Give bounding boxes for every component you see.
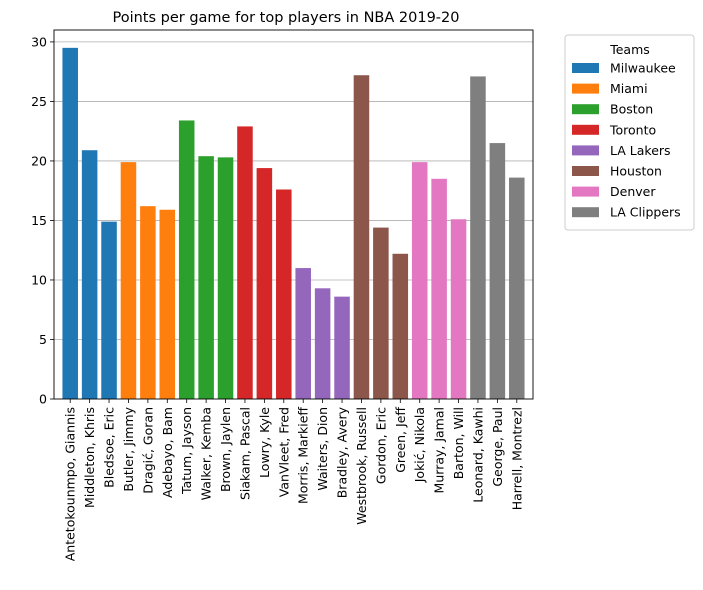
bar <box>101 221 117 399</box>
y-tick-label: 20 <box>31 153 47 168</box>
x-axis: Antetokounmpo, Giannis Middleton, Khris Bl… <box>63 399 524 561</box>
bar <box>178 120 195 400</box>
bar <box>431 178 447 399</box>
bar <box>489 143 506 399</box>
bar <box>411 162 428 399</box>
x-tick-label: Middleton, Khris <box>82 407 97 508</box>
x-tick-label: Murray, Jamal <box>432 407 447 493</box>
x-tick-label: Butler, Jimmy <box>121 406 136 491</box>
bar <box>198 156 214 399</box>
bar <box>217 157 234 399</box>
legend: Teams Milwaukee Miami Boston Toronto LA Lake… <box>564 34 695 231</box>
legend-label: Miami <box>610 81 648 96</box>
x-tick-label: Lowry, Kyle <box>257 407 272 478</box>
bars <box>62 47 525 400</box>
legend-label: Denver <box>610 184 656 199</box>
legend-swatch <box>572 207 599 218</box>
x-tick-label: Waiters, Dion <box>315 407 330 491</box>
legend-label: LA Lakers <box>610 143 671 158</box>
bar <box>314 288 331 399</box>
bar <box>62 47 78 400</box>
x-tick-label: Dragić, Goran <box>140 407 155 494</box>
legend-title: Teams <box>609 42 650 57</box>
bar <box>353 75 370 399</box>
legend-swatch <box>572 145 599 156</box>
bar <box>392 253 409 399</box>
legend-label: Boston <box>610 102 653 117</box>
x-tick-label: Bradley, Avery <box>335 406 350 498</box>
x-tick-label: Brown, Jaylen <box>218 407 233 492</box>
bar <box>373 227 389 399</box>
bar <box>295 268 311 399</box>
legend-swatch <box>572 124 599 135</box>
y-tick-label: 5 <box>39 332 47 347</box>
y-tick-label: 30 <box>31 34 47 49</box>
y-tick-label: 0 <box>39 392 47 407</box>
x-tick-label: Tatum, Jayson <box>179 407 194 495</box>
legend-label: Toronto <box>609 122 656 137</box>
legend-label: Houston <box>610 164 662 179</box>
y-axis: 0 5 10 15 20 25 30 <box>31 34 54 407</box>
x-tick-label: VanVleet, Fred <box>276 407 291 497</box>
bar <box>470 76 486 399</box>
legend-label: Milwaukee <box>610 61 676 76</box>
bar <box>140 206 156 399</box>
legend-swatch <box>572 186 599 197</box>
chart-title: Points per game for top players in NBA 2… <box>112 10 459 26</box>
bar <box>81 150 98 399</box>
x-tick-label: Green, Jeff <box>393 407 408 473</box>
x-tick-label: Jokić, Nikola <box>412 407 427 483</box>
legend-items: Milwaukee Miami Boston Toronto LA Lakers Hous… <box>572 61 681 220</box>
bar <box>159 209 176 399</box>
bar <box>120 162 137 399</box>
x-tick-label: George, Paul <box>490 407 505 487</box>
x-tick-label: Barton, Will <box>451 407 466 479</box>
y-tick-label: 10 <box>31 272 47 287</box>
x-tick-label: Antetokounmpo, Giannis <box>63 407 78 561</box>
x-tick-label: Adebayo, Bam <box>160 407 175 498</box>
x-tick-label: Harrell, Montrezl <box>509 407 524 510</box>
x-tick-label: Leonard, Kawhi <box>470 407 485 503</box>
legend-swatch <box>572 166 599 176</box>
bar <box>237 126 253 399</box>
x-tick-label: Bledsoe, Eric <box>102 407 117 488</box>
legend-swatch <box>572 63 599 73</box>
plot-frame <box>53 29 534 400</box>
legend-label: LA Clippers <box>610 205 681 220</box>
bar <box>450 219 467 399</box>
bar <box>509 177 525 399</box>
x-tick-label: Morris, Markieff <box>296 407 311 504</box>
x-tick-label: Siakam, Pascal <box>237 407 252 500</box>
y-tick-label: 25 <box>31 94 47 109</box>
x-tick-label: Gordon, Eric <box>373 407 388 484</box>
x-tick-label: Walker, Kemba <box>199 407 214 500</box>
x-tick-label: Westbrook, Russell <box>354 407 369 525</box>
bar <box>276 189 292 399</box>
legend-swatch <box>572 104 599 115</box>
y-tick-label: 15 <box>31 213 47 228</box>
bar <box>256 168 273 399</box>
legend-swatch <box>572 83 599 94</box>
bar <box>334 296 350 399</box>
